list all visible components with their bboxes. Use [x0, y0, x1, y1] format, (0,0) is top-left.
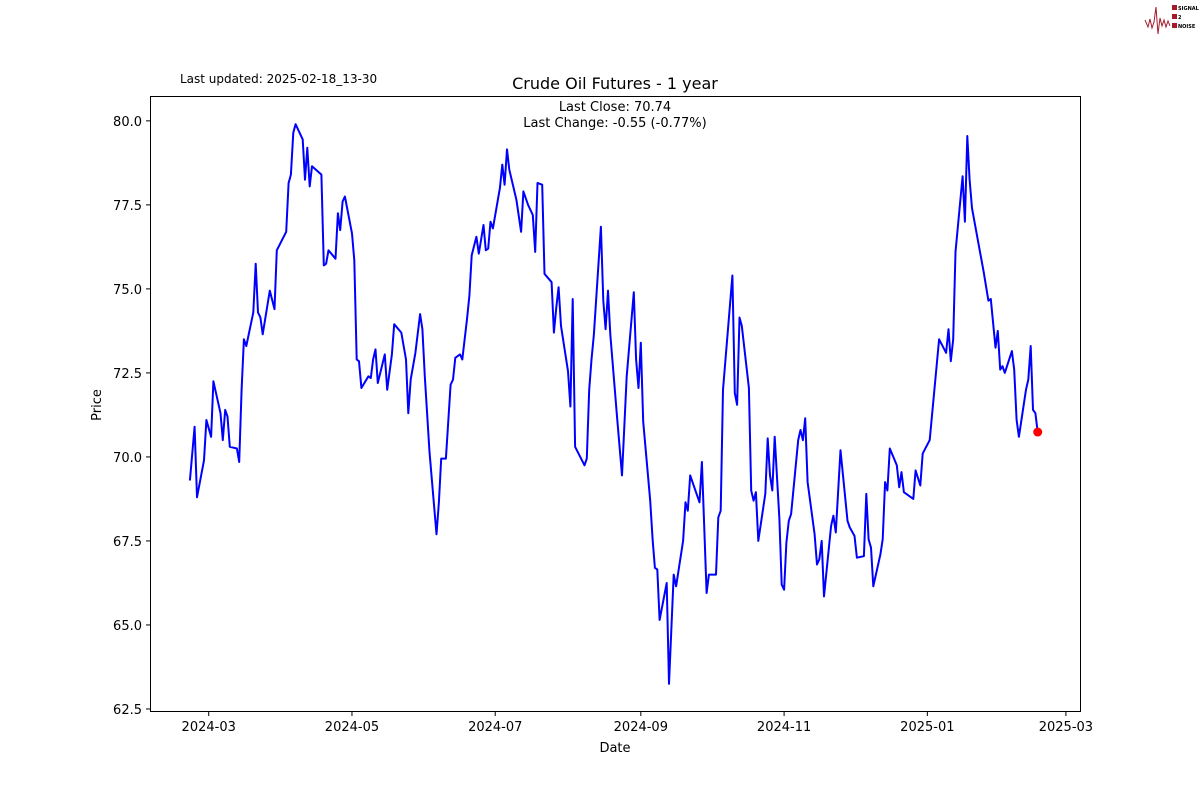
x-tick-label: 2024-07 [468, 720, 522, 735]
x-tick-label: 2024-03 [182, 720, 236, 735]
signal-2-noise-logo: SIGNAL 2 NOISE [1144, 5, 1200, 35]
y-axis-label: Price [90, 389, 105, 421]
price-series-line [188, 123, 1039, 685]
last-close-marker [1033, 427, 1043, 437]
y-tick-label: 65.0 [113, 619, 142, 634]
y-tick-label: 77.5 [113, 199, 142, 214]
x-tick-label: 2025-03 [1039, 720, 1093, 735]
x-tick-label: 2024-11 [757, 720, 811, 735]
y-tick-label: 72.5 [113, 367, 142, 382]
logo-box-s [1172, 5, 1177, 10]
x-axis-label: Date [599, 741, 630, 756]
x-tick-label: 2024-09 [614, 720, 668, 735]
logo-text-2: 2 [1178, 15, 1182, 21]
logo-text-noise: NOISE [1178, 24, 1196, 30]
last-change-annotation: Last Change: -0.55 (-0.77%) [523, 116, 706, 131]
y-tick-label: 67.5 [113, 535, 142, 550]
x-tick-label: 2024-05 [325, 720, 379, 735]
x-tick-label: 2025-01 [900, 720, 954, 735]
y-tick-label: 62.5 [113, 703, 142, 718]
logo-box-2 [1172, 14, 1177, 19]
last-close-annotation: Last Close: 70.74 [559, 100, 671, 115]
y-tick-label: 75.0 [113, 283, 142, 298]
plot-area-frame [150, 96, 1081, 712]
chart-title: Crude Oil Futures - 1 year [512, 74, 718, 93]
logo-box-n [1172, 23, 1177, 28]
axis-ticks: 2024-03 2024-05 2024-07 2024-09 2024-11 2025-… [113, 115, 1093, 735]
logo-waveform-icon [1144, 6, 1171, 35]
y-tick-label: 80.0 [113, 115, 142, 130]
logo-text-signal: SIGNAL [1178, 6, 1200, 12]
y-tick-label: 70.0 [113, 451, 142, 466]
last-updated-label: Last updated: 2025-02-18_13-30 [180, 72, 377, 86]
